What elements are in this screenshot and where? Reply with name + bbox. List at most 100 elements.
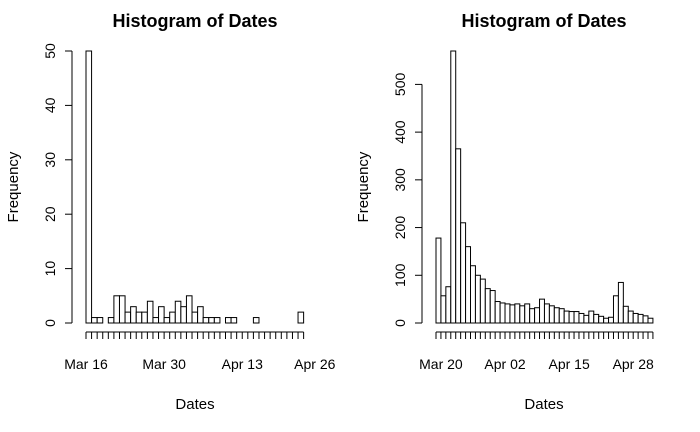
x-axis-label-right: Dates bbox=[524, 396, 563, 413]
histogram-bar bbox=[627, 310, 634, 324]
x-tick-label: Mar 30 bbox=[142, 356, 186, 372]
histogram-bar bbox=[583, 314, 590, 324]
histogram-bar bbox=[252, 317, 260, 324]
y-tick-label: 20 bbox=[42, 206, 58, 222]
histogram-bar bbox=[617, 281, 624, 324]
y-tick-label: 100 bbox=[392, 263, 408, 287]
y-axis-left: 0 10 20 30 40 50 bbox=[42, 43, 73, 327]
histogram-bar bbox=[632, 312, 639, 324]
histogram-bar bbox=[642, 315, 649, 324]
histogram-bar bbox=[637, 313, 644, 324]
histogram-bar bbox=[158, 306, 165, 324]
histogram-left: Histogram of Dates Frequency Dates 0 10 20… bbox=[5, 11, 336, 413]
histogram-bar bbox=[146, 300, 154, 324]
histogram-bar bbox=[91, 317, 98, 324]
x-axis-left: Mar 16 Mar 30 Apr 13 Apr 26 bbox=[64, 331, 336, 372]
histogram-bar bbox=[152, 317, 160, 324]
y-axis-right: 0 100 200 300 400 500 bbox=[392, 73, 423, 327]
histogram-bar bbox=[213, 317, 221, 324]
histogram-bar bbox=[169, 311, 176, 324]
histogram-bar bbox=[141, 311, 148, 324]
x-tick-label: Apr 28 bbox=[613, 356, 654, 372]
histogram-bar bbox=[539, 298, 545, 324]
histogram-right: Histogram of Dates Frequency Dates 0 100 2… bbox=[355, 11, 654, 413]
histogram-bar bbox=[504, 303, 511, 324]
histogram-bar bbox=[180, 306, 187, 324]
y-tick-label: 200 bbox=[392, 216, 408, 240]
y-tick-label: 400 bbox=[392, 120, 408, 144]
histogram-bar bbox=[489, 290, 496, 324]
histogram-bar bbox=[529, 308, 536, 324]
histogram-bar bbox=[455, 148, 462, 324]
x-axis-right: Mar 20 Apr 02 Apr 15 Apr 28 bbox=[419, 331, 654, 372]
histogram-bar bbox=[524, 303, 531, 324]
histogram-bar bbox=[573, 311, 580, 324]
histogram-bar bbox=[435, 237, 442, 324]
y-tick-label: 50 bbox=[42, 43, 58, 59]
histogram-bar bbox=[612, 295, 619, 324]
histogram-bar bbox=[225, 317, 232, 324]
histogram-bar bbox=[568, 311, 575, 324]
histogram-bar bbox=[543, 303, 550, 324]
histogram-bar bbox=[534, 307, 541, 324]
histogram-bar bbox=[96, 317, 104, 324]
histogram-bar bbox=[163, 317, 171, 324]
histogram-bar bbox=[445, 286, 452, 324]
histogram-bar bbox=[230, 317, 238, 324]
y-axis-label-left: Frequency bbox=[5, 151, 22, 222]
y-tick-label: 0 bbox=[392, 319, 408, 327]
x-tick-label: Apr 26 bbox=[294, 356, 335, 372]
x-axis-label-left: Dates bbox=[175, 396, 214, 413]
y-tick-label: 40 bbox=[42, 97, 58, 113]
histogram-bar bbox=[208, 317, 215, 324]
histogram-bar bbox=[197, 306, 204, 324]
histogram-bar bbox=[124, 311, 132, 324]
histogram-bar bbox=[509, 304, 516, 324]
histogram-bar bbox=[450, 50, 457, 324]
histogram-bar bbox=[118, 295, 126, 324]
histogram-bar bbox=[563, 310, 570, 324]
histogram-bar bbox=[465, 246, 472, 324]
histogram-bar bbox=[608, 316, 614, 324]
histogram-bar bbox=[85, 50, 93, 324]
x-tick-label: Mar 20 bbox=[419, 356, 463, 372]
histogram-bar bbox=[603, 317, 610, 324]
x-tick-label: Apr 02 bbox=[484, 356, 525, 372]
histogram-bar bbox=[514, 303, 521, 324]
histogram-bar bbox=[588, 310, 595, 324]
histogram-bar bbox=[479, 278, 486, 324]
chart-title-left: Histogram of Dates bbox=[112, 11, 277, 31]
histogram-bar bbox=[191, 311, 199, 324]
y-tick-label: 500 bbox=[392, 73, 408, 97]
histogram-bar bbox=[598, 315, 605, 324]
histogram-bar bbox=[174, 300, 182, 324]
histogram-bar bbox=[202, 317, 210, 324]
histogram-bar bbox=[558, 308, 565, 324]
bars-left bbox=[85, 50, 305, 324]
histogram-bar bbox=[440, 295, 447, 324]
histogram-bar bbox=[474, 274, 481, 324]
x-tick-label: Apr 15 bbox=[548, 356, 589, 372]
x-tick-label: Mar 16 bbox=[64, 356, 108, 372]
histogram-bar bbox=[494, 301, 501, 324]
histogram-bar bbox=[107, 317, 115, 324]
histogram-bar bbox=[647, 317, 654, 324]
histogram-bar bbox=[297, 311, 305, 324]
y-tick-label: 30 bbox=[42, 152, 58, 168]
histogram-bar bbox=[135, 311, 143, 324]
histogram-bar bbox=[113, 295, 120, 324]
histogram-bar bbox=[622, 305, 629, 324]
histogram-bar bbox=[548, 305, 555, 324]
chart-title-right: Histogram of Dates bbox=[461, 11, 626, 31]
histogram-bar bbox=[484, 288, 491, 324]
y-axis-label-right: Frequency bbox=[355, 151, 372, 222]
histogram-bar bbox=[185, 295, 193, 324]
y-tick-label: 300 bbox=[392, 168, 408, 192]
histogram-bar bbox=[499, 302, 506, 324]
y-tick-label: 0 bbox=[42, 319, 58, 327]
histogram-bar bbox=[460, 222, 467, 324]
histogram-bar bbox=[553, 307, 560, 324]
histogram-bar bbox=[519, 305, 526, 324]
histogram-bar bbox=[593, 313, 600, 324]
